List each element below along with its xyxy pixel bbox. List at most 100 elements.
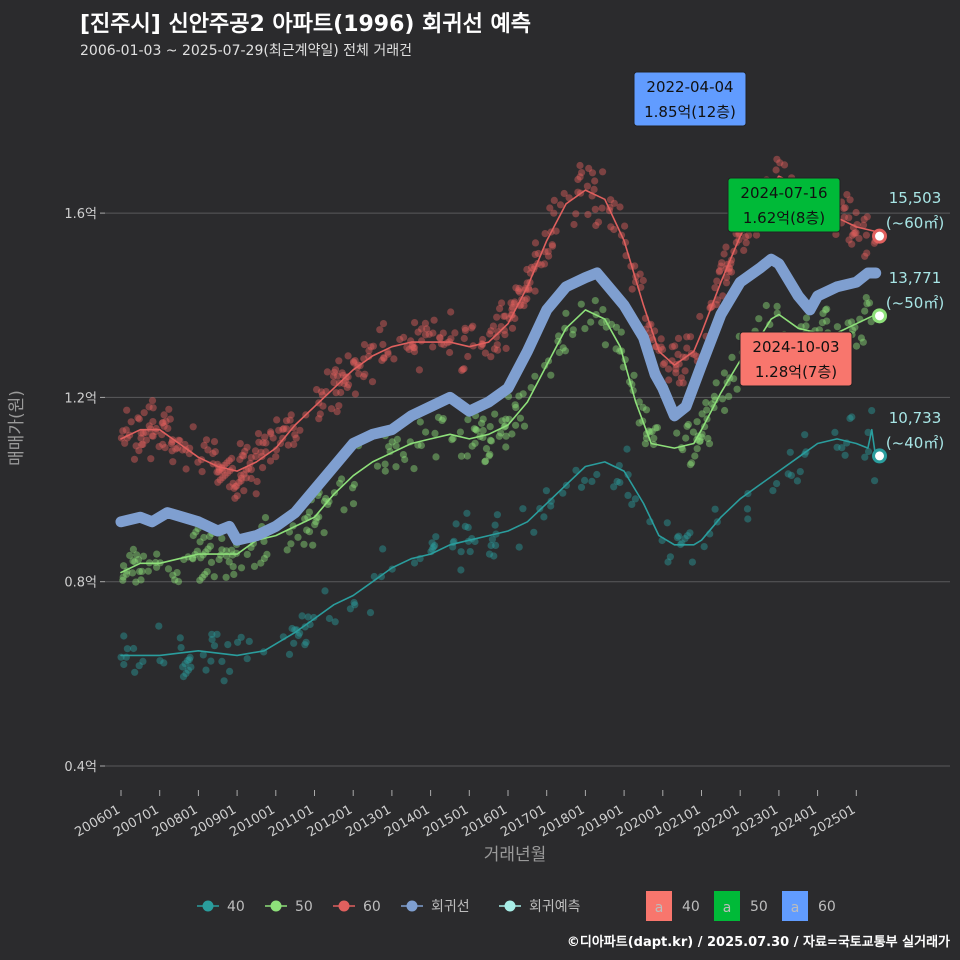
scatter-point-60	[510, 300, 518, 308]
scatter-point-40	[784, 470, 792, 478]
scatter-point-60	[546, 204, 554, 212]
scatter-point-40	[321, 587, 329, 595]
scatter-point-60	[233, 492, 241, 500]
scatter-point-40	[208, 635, 216, 644]
scatter-point-60	[550, 196, 558, 204]
scatter-point-50	[169, 571, 177, 579]
scatter-point-50	[679, 446, 687, 454]
scatter-point-60	[247, 474, 255, 483]
scatter-point-60	[451, 329, 459, 337]
scatter-point-40	[226, 667, 234, 676]
scatter-point-40	[838, 444, 846, 452]
scatter-point-50	[485, 452, 493, 460]
scatter-point-60	[158, 419, 166, 427]
scatter-point-50	[122, 570, 131, 578]
scatter-point-60	[576, 173, 584, 181]
scatter-point-60	[396, 335, 404, 344]
scatter-point-50	[135, 567, 144, 576]
scatter-point-50	[349, 484, 357, 492]
annotation-box	[739, 331, 853, 387]
scatter-point-60	[493, 313, 501, 321]
scatter-point-60	[335, 357, 343, 365]
scatter-point-40	[769, 487, 777, 495]
scatter-point-50	[703, 406, 711, 414]
scatter-point-60	[313, 386, 321, 394]
scatter-point-60	[282, 425, 291, 433]
scatter-point-50	[802, 322, 810, 330]
scatter-point-40	[350, 598, 358, 607]
scatter-point-60	[520, 302, 528, 310]
scatter-point-60	[365, 347, 373, 355]
scatter-point-60	[269, 434, 277, 442]
scatter-point-50	[617, 328, 625, 336]
scatter-point-60	[574, 175, 582, 184]
legend-item-회귀예측: 회귀예측	[499, 899, 581, 915]
scatter-point-60	[780, 161, 789, 169]
scatter-point-60	[390, 355, 398, 363]
scatter-point-40	[623, 445, 631, 453]
scatter-point-50	[486, 450, 494, 458]
scatter-point-60	[149, 418, 157, 426]
scatter-point-60	[344, 381, 353, 389]
scatter-point-50	[511, 421, 520, 429]
scatter-point-50	[511, 401, 519, 409]
annotation-price: 1.28억(7층)	[755, 363, 837, 381]
scatter-point-60	[745, 231, 753, 239]
scatter-point-60	[610, 225, 618, 234]
scatter-point-40	[466, 548, 474, 556]
scatter-point-40	[613, 477, 621, 486]
scatter-point-50	[119, 573, 127, 581]
annotation-2024-10-03: 2024-10-03 1.28억(7층)	[739, 331, 853, 387]
scatter-point-50	[569, 330, 577, 339]
legend-box	[646, 891, 672, 921]
scatter-point-60	[215, 468, 223, 476]
scatter-point-40	[796, 468, 804, 476]
scatter-point-40	[285, 650, 294, 659]
scatter-point-60	[160, 411, 168, 419]
scatter-point-60	[720, 250, 728, 258]
scatter-point-60	[247, 466, 255, 474]
scatter-point-60	[149, 404, 157, 412]
scatter-point-60	[338, 369, 346, 377]
scatter-point-60	[717, 262, 725, 270]
y-tick-label: 1.6억	[64, 207, 97, 222]
scatter-point-50	[373, 462, 382, 470]
scatter-point-60	[361, 370, 369, 378]
scatter-point-60	[378, 356, 386, 364]
scatter-point-40	[120, 660, 128, 669]
scatter-point-60	[469, 322, 477, 330]
scatter-point-60	[540, 260, 549, 268]
scatter-point-40	[490, 552, 498, 560]
scatter-point-40	[547, 497, 555, 505]
scatter-point-60	[251, 447, 260, 455]
scatter-point-60	[130, 455, 139, 463]
scatter-point-50	[193, 547, 201, 555]
scatter-point-60	[683, 344, 691, 352]
scatter-point-60	[137, 434, 145, 442]
scatter-point-50	[222, 547, 230, 555]
scatter-point-50	[218, 546, 226, 554]
scatter-point-60	[550, 209, 558, 217]
scatter-point-40	[202, 666, 210, 674]
scatter-point-40	[848, 413, 856, 421]
legend-label: 회귀예측	[529, 899, 581, 915]
scatter-point-50	[601, 341, 610, 349]
scatter-point-50	[689, 428, 698, 436]
scatter-point-50	[416, 418, 424, 426]
scatter-point-50	[414, 441, 422, 449]
scatter-point-60	[337, 388, 345, 397]
scatter-point-40	[245, 637, 253, 646]
scatter-point-40	[487, 541, 495, 550]
scatter-point-40	[492, 541, 500, 550]
scatter-point-60	[286, 416, 294, 424]
scatter-point-40	[182, 669, 190, 678]
scatter-point-60	[331, 366, 340, 374]
scatter-point-40	[351, 601, 359, 609]
scatter-point-60	[409, 343, 418, 352]
scatter-point-60	[139, 440, 147, 448]
scatter-point-40	[491, 521, 499, 529]
scatter-point-60	[570, 220, 578, 229]
scatter-point-50	[229, 563, 237, 571]
series-lines	[115, 175, 882, 657]
scatter-point-50	[222, 573, 230, 581]
